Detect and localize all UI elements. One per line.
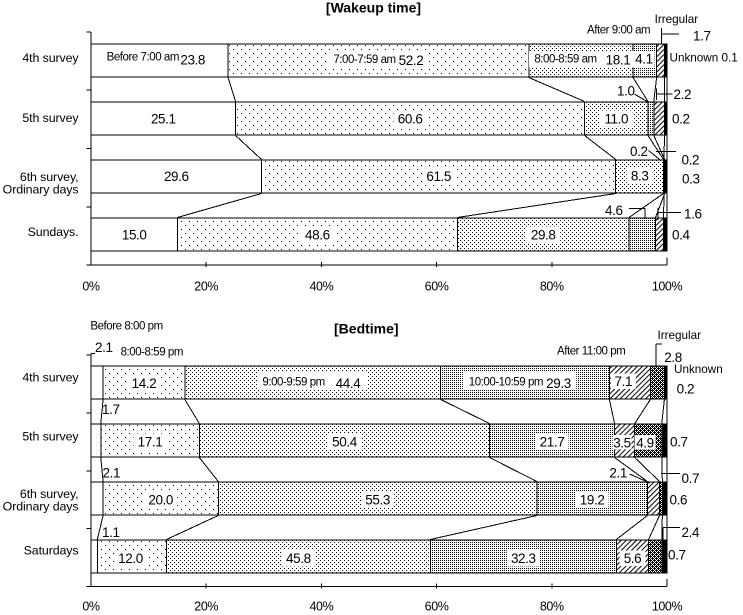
svg-text:40%: 40%	[309, 600, 333, 614]
svg-text:50.4: 50.4	[332, 435, 358, 450]
svg-text:After 9:00 am: After 9:00 am	[587, 25, 650, 37]
svg-text:60%: 60%	[425, 280, 449, 294]
svg-text:18.1: 18.1	[606, 53, 631, 68]
svg-text:12.0: 12.0	[118, 551, 143, 566]
svg-text:8.3: 8.3	[631, 169, 649, 184]
svg-text:40%: 40%	[309, 280, 333, 294]
svg-text:2.2: 2.2	[674, 87, 692, 102]
svg-text:14.2: 14.2	[132, 376, 157, 391]
svg-text:20.0: 20.0	[148, 493, 173, 508]
svg-text:0.7: 0.7	[668, 548, 686, 563]
svg-text:Unknown 0.1: Unknown 0.1	[670, 52, 738, 65]
svg-text:17.1: 17.1	[138, 435, 163, 450]
svg-text:25.1: 25.1	[151, 111, 176, 126]
svg-text:44.4: 44.4	[336, 376, 362, 391]
svg-text:60%: 60%	[425, 600, 449, 614]
svg-text:2.8: 2.8	[664, 350, 682, 365]
svg-text:2.1: 2.1	[95, 340, 113, 355]
svg-text:2.4: 2.4	[682, 525, 700, 540]
svg-text:29.8: 29.8	[531, 228, 556, 243]
svg-text:32.3: 32.3	[511, 551, 536, 566]
svg-text:1.7: 1.7	[693, 28, 711, 43]
svg-text:Irregular: Irregular	[658, 329, 702, 342]
svg-text:[Bedtime]: [Bedtime]	[334, 321, 399, 337]
svg-text:After 11:00 pm: After 11:00 pm	[557, 346, 625, 358]
svg-text:15.0: 15.0	[122, 228, 147, 243]
svg-text:5.6: 5.6	[624, 551, 642, 566]
svg-text:7:00-7:59 am: 7:00-7:59 am	[333, 54, 395, 66]
svg-text:Saturdays: Saturdays	[24, 544, 79, 558]
svg-text:6th survey,: 6th survey,	[20, 170, 79, 184]
svg-text:0.7: 0.7	[670, 435, 688, 450]
svg-text:60.6: 60.6	[398, 111, 423, 126]
svg-text:0%: 0%	[82, 600, 100, 614]
svg-text:21.7: 21.7	[540, 435, 565, 450]
svg-text:1.1: 1.1	[102, 525, 120, 540]
svg-text:0.3: 0.3	[682, 172, 700, 187]
svg-text:4th survey: 4th survey	[22, 51, 79, 65]
svg-text:8:00-8:59 am: 8:00-8:59 am	[534, 53, 596, 65]
svg-text:4.6: 4.6	[605, 203, 623, 218]
svg-text:80%: 80%	[540, 280, 564, 294]
svg-text:20%: 20%	[194, 600, 218, 614]
svg-text:23.8: 23.8	[180, 53, 205, 68]
svg-text:Before 7:00 am: Before 7:00 am	[107, 52, 179, 64]
svg-text:5th survey: 5th survey	[22, 111, 79, 125]
svg-text:9:00-9:59 pm: 9:00-9:59 pm	[262, 377, 324, 389]
svg-text:2.1: 2.1	[103, 466, 121, 481]
svg-text:4.9: 4.9	[636, 436, 654, 451]
svg-text:0%: 0%	[82, 280, 100, 294]
svg-text:Sundays.: Sundays.	[28, 225, 79, 239]
svg-text:0.2: 0.2	[677, 382, 695, 397]
svg-text:Irregular: Irregular	[655, 13, 699, 26]
svg-text:7.1: 7.1	[615, 374, 633, 389]
svg-text:4.1: 4.1	[635, 52, 653, 67]
svg-text:100%: 100%	[652, 280, 683, 294]
svg-text:11.0: 11.0	[604, 111, 628, 126]
svg-text:6th survey,: 6th survey,	[20, 487, 79, 501]
svg-text:1.6: 1.6	[684, 207, 702, 222]
svg-text:61.5: 61.5	[426, 169, 451, 184]
svg-text:Before 8:00 pm: Before 8:00 pm	[90, 321, 162, 333]
svg-text:29.6: 29.6	[164, 169, 189, 184]
svg-text:0.6: 0.6	[670, 493, 688, 508]
svg-text:45.8: 45.8	[286, 551, 311, 566]
svg-text:Ordinary days: Ordinary days	[3, 500, 79, 514]
svg-text:0.2: 0.2	[672, 111, 690, 126]
svg-text:0.2: 0.2	[682, 153, 700, 168]
svg-text:5th survey: 5th survey	[22, 430, 79, 444]
svg-text:3.5: 3.5	[613, 436, 631, 451]
svg-text:55.3: 55.3	[365, 493, 390, 508]
svg-text:0.4: 0.4	[672, 228, 690, 243]
svg-text:4th survey: 4th survey	[22, 371, 79, 385]
svg-text:1.0: 1.0	[617, 84, 635, 99]
svg-text:0.2: 0.2	[630, 144, 648, 159]
svg-text:[Wakeup time]: [Wakeup time]	[326, 0, 421, 15]
svg-text:2.1: 2.1	[609, 466, 627, 481]
svg-text:0.7: 0.7	[682, 471, 700, 486]
svg-text:Unknown: Unknown	[674, 363, 723, 376]
svg-text:48.6: 48.6	[305, 228, 330, 243]
svg-text:100%: 100%	[652, 600, 683, 614]
svg-text:19.2: 19.2	[580, 493, 605, 508]
svg-text:80%: 80%	[540, 600, 564, 614]
svg-text:29.3: 29.3	[546, 376, 571, 391]
svg-text:20%: 20%	[194, 280, 218, 294]
svg-text:Ordinary days: Ordinary days	[3, 183, 79, 197]
svg-text:10:00-10:59 pm: 10:00-10:59 pm	[469, 377, 543, 389]
svg-text:52.2: 52.2	[399, 53, 424, 68]
svg-text:8:00-8:59 pm: 8:00-8:59 pm	[121, 346, 183, 358]
svg-text:1.7: 1.7	[102, 402, 120, 417]
